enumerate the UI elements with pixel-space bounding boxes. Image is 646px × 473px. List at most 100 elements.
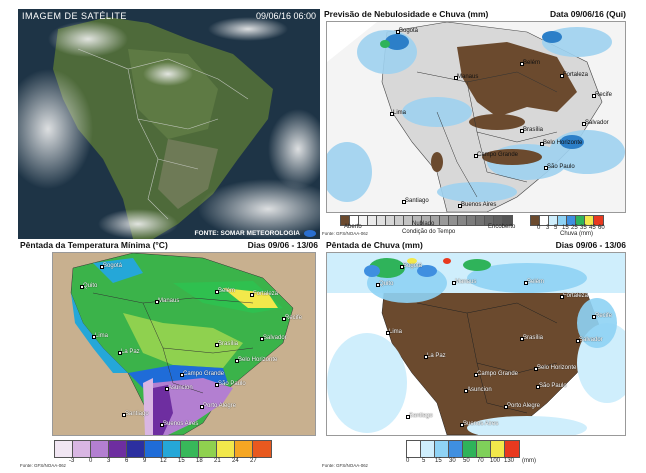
city-label: Santiago: [402, 198, 429, 204]
satellite-credit: FONTE: SOMAR METEOROLOGIA: [194, 230, 300, 237]
rain-pentad-legend-tick: 15: [435, 458, 442, 464]
rain-legend-tick: 5: [554, 225, 558, 231]
city-label: Santiago: [122, 411, 149, 417]
city-label: São Paulo: [536, 383, 567, 389]
min-temp-legend-tick: 3: [107, 458, 111, 464]
city-label: Bogotá: [99, 263, 123, 269]
rain-pentad-legend-unit: (mm): [522, 458, 536, 464]
city-label: Fortaleza: [559, 72, 589, 78]
city-label: Belo Horizonte: [533, 365, 577, 371]
min-temp-legend: [54, 440, 272, 458]
city-label: Salvador: [576, 337, 603, 343]
rain-legend-tick: 45: [589, 225, 596, 231]
city-label: Salvador: [260, 335, 287, 341]
rain-legend: [530, 215, 604, 226]
city-label: São Paulo: [544, 164, 575, 170]
min-temp-legend-tick: 0: [89, 458, 93, 464]
cloud-forecast-title: Previsão de Nebulosidade e Chuva (mm): [324, 9, 489, 19]
city-label: La Paz: [118, 349, 140, 355]
city-label: Salvador: [582, 120, 609, 126]
city-label: Brasília: [519, 335, 544, 341]
cloud-forecast-panel: Previsão de Nebulosidade e Chuva (mm) Da…: [322, 9, 628, 238]
city-label: Belém: [214, 288, 236, 294]
city-label: Belo Horizonte: [234, 357, 278, 363]
rain-legend-tick: 60: [598, 225, 605, 231]
city-label: Campo Grande: [473, 371, 519, 377]
city-label: Brasília: [519, 127, 544, 133]
sky-legend-open: Aberto: [344, 224, 362, 230]
rain-legend-caption: Chuva (mm): [560, 231, 594, 237]
rain-legend-tick: 3: [546, 225, 550, 231]
city-label: Quito: [375, 281, 394, 287]
sky-legend-caption: Condição do Tempo: [402, 229, 456, 235]
rain-pentad-legend-tick: 30: [449, 458, 456, 464]
city-label: Lima: [385, 329, 403, 335]
rain-pentad-legend-tick: 70: [477, 458, 484, 464]
rain-pentad-legend: [406, 440, 520, 458]
city-label: Porto Alegre: [503, 403, 541, 409]
city-label: Quito: [79, 283, 98, 289]
rain-legend-tick: 15: [562, 225, 569, 231]
city-label: Buenos Aires: [457, 202, 497, 208]
min-temp-legend-tick: 12: [160, 458, 167, 464]
city-label: Lima: [91, 333, 109, 339]
rain-pentad-source: Fonte: GFS/NOAA-06z: [322, 463, 369, 468]
min-temp-legend-tick: 27: [250, 458, 257, 464]
somar-logo-icon: [304, 230, 316, 237]
cloud-forecast-map: Bogotá Manaus Belém Fortaleza Recife Lim…: [326, 21, 626, 213]
min-temp-panel: Pêntada da Temperatura Mínima (°C) Dias …: [20, 240, 318, 470]
city-label: Brasília: [214, 341, 239, 347]
satellite-image: [18, 9, 320, 239]
city-label: Santiago: [406, 413, 433, 419]
rain-pentad-legend-tick: 130: [504, 458, 515, 464]
rain-pentad-legend-tick: 0: [406, 458, 410, 464]
city-label: Belo Horizonte: [539, 140, 583, 146]
satellite-title: IMAGEM DE SATÉLITE: [22, 11, 127, 21]
min-temp-source: Fonte: GFS/NOAA-06z: [20, 463, 67, 468]
city-label: Bogotá: [399, 263, 423, 269]
cloud-forecast-date: Data 09/06/16 (Qui): [549, 9, 626, 19]
city-label: Fortaleza: [249, 291, 279, 297]
city-label: Lima: [389, 110, 407, 116]
rain-pentad-title: Pêntada de Chuva (mm): [326, 240, 423, 250]
sky-legend-cloudy: Nublado: [412, 221, 435, 227]
city-label: Recife: [591, 313, 613, 319]
city-label: Campo Grande: [473, 152, 519, 158]
city-label: Asuncion: [464, 387, 492, 393]
rain-pentad-legend-tick: 5: [422, 458, 426, 464]
city-label: São Paulo: [215, 381, 246, 387]
city-label: Bogotá: [395, 28, 419, 34]
satellite-datetime: 09/06/16 06:00: [255, 11, 316, 21]
rain-legend-tick: 35: [580, 225, 587, 231]
rain-pentad-map: Bogotá Quito Manaus Belém Fortaleza Reci…: [326, 252, 626, 436]
min-temp-map: Bogotá Quito Manaus Belém Fortaleza Reci…: [52, 252, 316, 436]
rain-pentad-panel: Pêntada de Chuva (mm) Dias 09/06 - 13/06: [322, 240, 628, 470]
rain-pentad-legend-tick: 50: [463, 458, 470, 464]
city-label: Belém: [519, 60, 541, 66]
min-temp-legend-tick: 15: [178, 458, 185, 464]
min-temp-legend-tick: 24: [232, 458, 239, 464]
city-label: La Paz: [424, 353, 446, 359]
city-label: Buenos Aires: [459, 421, 499, 427]
rain-pentad-dates: Dias 09/06 - 13/06: [555, 240, 626, 250]
city-label: Recife: [281, 315, 303, 321]
cloud-forecast-source: Fonte: GFS/NOAA-06z: [322, 231, 369, 236]
city-label: Manaus: [453, 74, 479, 80]
sky-legend-overcast: Encoberto: [488, 224, 516, 230]
city-label: Manaus: [154, 298, 180, 304]
city-label: Belém: [523, 279, 545, 285]
min-temp-title: Pêntada da Temperatura Mínima (°C): [20, 240, 168, 250]
city-label: Fortaleza: [559, 293, 589, 299]
city-label: Porto Alegre: [199, 403, 237, 409]
satellite-panel: IMAGEM DE SATÉLITE 09/06/16 06:00 FONTE:…: [18, 9, 320, 239]
rain-legend-tick: 25: [571, 225, 578, 231]
min-temp-legend-tick: 9: [143, 458, 147, 464]
rain-legend-tick: 0: [537, 225, 541, 231]
rain-pentad-legend-tick: 100: [490, 458, 501, 464]
min-temp-legend-tick: -3: [69, 458, 75, 464]
city-label: Buenos Aires: [159, 421, 199, 427]
sky-condition-legend: [340, 215, 513, 226]
min-temp-legend-tick: 18: [196, 458, 203, 464]
city-label: Manaus: [451, 279, 477, 285]
min-temp-dates: Dias 09/06 - 13/06: [247, 240, 318, 250]
